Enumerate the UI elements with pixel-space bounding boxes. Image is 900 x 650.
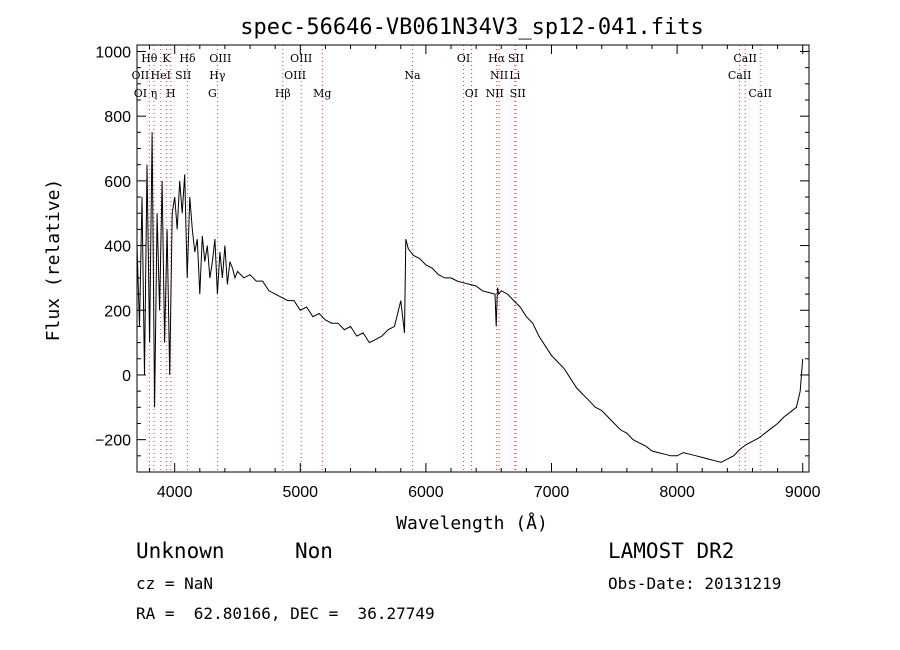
x-tick-label: 4000 xyxy=(157,484,193,501)
spectral-line-label: G xyxy=(208,87,217,100)
subclass-label: Non xyxy=(295,539,333,563)
y-tick-label: −200 xyxy=(95,433,131,450)
x-tick-label: 6000 xyxy=(408,484,444,501)
spectral-line-label: CaII xyxy=(733,52,757,65)
x-tick-label: 8000 xyxy=(659,484,695,501)
spectral-line-label: OIII xyxy=(290,52,312,65)
y-tick-label: 800 xyxy=(104,109,131,126)
spectral-line-label: Li xyxy=(509,69,520,82)
spectral-line-label: η xyxy=(151,87,158,100)
spectral-line-label: SII xyxy=(510,87,526,100)
redshift-label: cz = NaN xyxy=(136,574,214,593)
y-axis-label: Flux (relative) xyxy=(43,179,64,342)
y-tick-label: 200 xyxy=(104,303,131,320)
survey-label: LAMOST DR2 xyxy=(608,539,735,563)
spectral-line-label: OIII xyxy=(209,52,231,65)
spectral-line-label: HeI xyxy=(151,69,171,82)
spectral-line-label: CaII xyxy=(748,87,772,100)
x-axis-label: Wavelength (Å) xyxy=(396,512,548,534)
y-tick-label: 1000 xyxy=(95,44,131,61)
spectral-line-label: OI xyxy=(457,52,470,65)
spectral-line-label: OII xyxy=(132,69,150,82)
spectral-line-label: Na xyxy=(404,69,421,82)
chart-title: spec-56646-VB061N34V3_sp12-041.fits xyxy=(240,15,704,40)
spectral-line-markers xyxy=(148,45,761,472)
spectral-line-label: OI xyxy=(134,87,147,100)
coordinates-label: RA = 62.80166, DEC = 36.27749 xyxy=(136,604,435,623)
x-axis: 4000 5000 6000 7000 8000 9000 xyxy=(149,45,821,501)
y-tick-label: 600 xyxy=(104,174,131,191)
spectral-line-label: Mg xyxy=(313,87,331,100)
plot-frame xyxy=(136,44,810,473)
spectral-line-label: SII xyxy=(508,52,524,65)
y-tick-label: 0 xyxy=(122,368,131,385)
spectral-line-label: Hα xyxy=(488,52,506,65)
spectral-line-label: K xyxy=(162,52,171,65)
spectral-line-label: Hδ xyxy=(179,52,196,65)
y-axis: −200 0 200 400 600 800 1000 xyxy=(95,44,809,473)
spectral-line-label: Hβ xyxy=(275,87,291,100)
x-tick-label: 9000 xyxy=(785,484,821,501)
spectrum-line xyxy=(136,132,804,463)
class-label: Unknown xyxy=(136,539,225,563)
x-tick-label: 5000 xyxy=(282,484,318,501)
spectral-line-label: NII xyxy=(486,87,504,100)
spectral-line-label: Hθ xyxy=(141,52,158,65)
spectral-line-label: CaII xyxy=(728,69,752,82)
spectral-line-label: OIII xyxy=(284,69,306,82)
obs-date-label: Obs-Date: 20131219 xyxy=(608,574,782,593)
x-tick-label: 7000 xyxy=(534,484,570,501)
spectral-line-label: NII xyxy=(490,69,508,82)
spectral-line-label: SII xyxy=(175,69,191,82)
y-tick-label: 400 xyxy=(104,239,131,256)
spectral-line-label: Hγ xyxy=(209,69,226,82)
spectral-line-label: OI xyxy=(465,87,478,100)
spectral-line-label: H xyxy=(166,87,176,100)
